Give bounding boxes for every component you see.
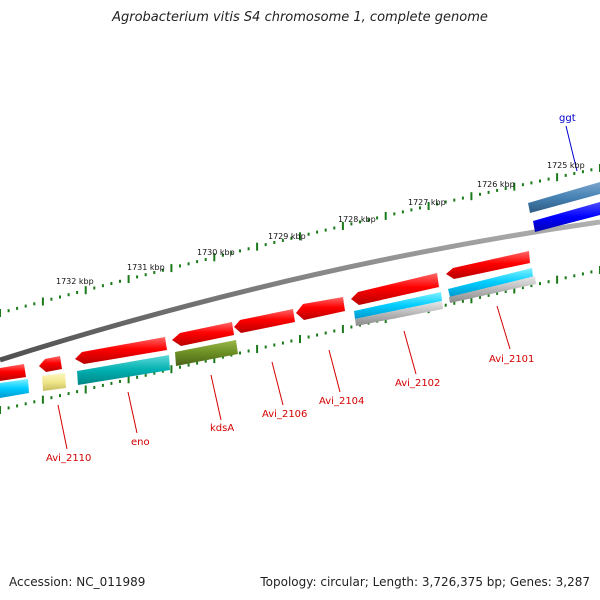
tick-label-1730: 1730 kbp [197, 248, 235, 257]
tick-label-1727: 1727 kbp [408, 198, 446, 207]
tick-label-1726: 1726 kbp [477, 180, 515, 189]
outer-ruler [0, 164, 600, 317]
cds-left-edge [0, 364, 26, 381]
feature-kdsa-olive [175, 340, 238, 366]
leader-avi2106 [271, 361, 284, 406]
gene-label-avi2101[interactable]: Avi_2101 [489, 354, 534, 365]
feature-avi2110-yellow [42, 373, 66, 391]
leader-avi2101 [496, 305, 511, 350]
feature-avi2102-cyan [354, 292, 442, 319]
gene-label-avi2102[interactable]: Avi_2102 [395, 378, 440, 389]
tick-label-1728: 1728 kbp [338, 215, 376, 224]
cds-avi2101 [446, 251, 530, 279]
map-title: Agrobacterium vitis S4 chromosome 1, com… [112, 10, 488, 25]
gene-labels: ggt Avi_2101 Avi_2102 Avi_2104 Avi_2106 … [46, 113, 576, 464]
cds-eno [75, 337, 167, 364]
accession-text: Accession: NC_011989 [9, 575, 146, 589]
genome-summary-text: Topology: circular; Length: 3,726,375 bp… [260, 575, 590, 589]
tick-label-1731: 1731 kbp [127, 263, 165, 272]
leader-ggt [565, 125, 578, 172]
gene-label-kdsa[interactable]: kdsA [210, 423, 234, 434]
feature-left-edge-cyan [0, 379, 29, 398]
gene-label-avi2110[interactable]: Avi_2110 [46, 453, 91, 464]
leader-avi2110 [57, 404, 68, 450]
gene-label-avi2104[interactable]: Avi_2104 [319, 396, 364, 407]
gene-label-avi2106[interactable]: Avi_2106 [262, 409, 307, 420]
feature-eno-teal [77, 355, 170, 385]
feature-ggt-blue [533, 202, 600, 232]
cds-avi2102 [351, 273, 439, 305]
leader-avi2102 [403, 330, 417, 375]
tick-label-1729: 1729 kbp [268, 232, 306, 241]
cds-avi2106 [234, 309, 295, 333]
feature-avi2101-gray [449, 276, 536, 303]
chromosome-backbone [0, 219, 600, 363]
ruler-tick-labels: 1725 kbp 1726 kbp 1727 kbp 1728 kbp 1729… [56, 161, 585, 286]
cds-avi2110 [39, 356, 62, 372]
feature-ggt-steel [528, 182, 600, 213]
feature-avi2101-cyan [448, 268, 533, 297]
gene-label-eno[interactable]: eno [131, 437, 150, 448]
leader-kdsa [210, 374, 222, 421]
leader-avi2104 [328, 349, 341, 393]
feature-avi2102-gray [355, 301, 443, 326]
gene-label-ggt[interactable]: ggt [559, 113, 576, 124]
cds-avi2104 [296, 297, 345, 320]
leader-eno [127, 391, 138, 434]
tick-label-1725: 1725 kbp [547, 161, 585, 170]
cds-kdsa [172, 322, 234, 346]
tick-label-1732: 1732 kbp [56, 277, 94, 286]
gene-leader-lines [57, 305, 511, 450]
